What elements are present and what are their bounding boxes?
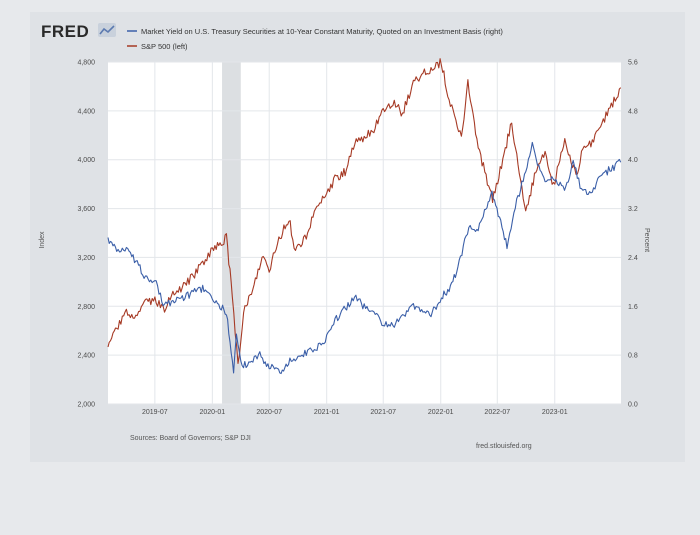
y-right-tick-label: 1.6	[628, 304, 638, 311]
series-layer	[107, 58, 622, 375]
y-right-tick-label: 0.8	[628, 353, 638, 360]
y-right-tick-label: 3.2	[628, 206, 638, 213]
y-right-tick-label: 4.0	[628, 157, 638, 164]
y-right-tick-label: 0.0	[628, 402, 638, 409]
y-left-tick-label: 2,000	[77, 402, 95, 409]
y-right-tick-label: 2.4	[628, 255, 638, 262]
legend-label-yield: Market Yield on U.S. Treasury Securities…	[141, 27, 503, 36]
x-tick-label: 2022-07	[484, 409, 510, 416]
recession-band	[222, 62, 241, 404]
x-tick-label: 2019-07	[142, 409, 168, 416]
y-axis-right-title: Percent	[643, 228, 650, 252]
y-left-tick-label: 3,200	[77, 255, 95, 262]
fred-logo: FRED	[41, 22, 116, 41]
x-tick-label: 2021-01	[314, 409, 340, 416]
recession-band-layer	[222, 62, 241, 404]
x-tick-label: 2020-01	[199, 409, 225, 416]
y-left-tick-label: 2,400	[77, 353, 95, 360]
x-tick-label: 2021-07	[370, 409, 396, 416]
legend-label-sp500: S&P 500 (left)	[141, 42, 188, 51]
y-right-tick-label: 4.8	[628, 108, 638, 115]
y-left-tick-label: 2,800	[77, 304, 95, 311]
y-left-tick-label: 4,000	[77, 157, 95, 164]
series-line-sp500	[107, 58, 622, 364]
sources-note: Sources: Board of Governors; S&P DJI	[130, 435, 251, 442]
y-left-tick-label: 4,800	[77, 60, 95, 67]
y-right-tick-label: 5.6	[628, 60, 638, 67]
x-tick-label: 2023-01	[542, 409, 568, 416]
y-left-tick-label: 4,400	[77, 108, 95, 115]
y-axis-left-title: Index	[39, 231, 46, 249]
fred-logo-chart-icon	[98, 23, 116, 37]
grid-lines	[108, 61, 621, 405]
series-line-treasury-yield	[107, 141, 622, 375]
fred-site-link[interactable]: fred.stlouisfed.org	[476, 443, 532, 450]
plot-area	[108, 62, 621, 404]
fred-logo-text: FRED	[41, 22, 89, 41]
x-tick-label: 2022-01	[428, 409, 454, 416]
axis-ticks: 2,000 0.0 2,400 0.8 2,800 1.6 3,200 2.4 3,600 3.2…	[77, 60, 637, 417]
legend: Market Yield on U.S. Treasury Securities…	[127, 27, 503, 51]
x-tick-label: 2020-07	[256, 409, 282, 416]
y-left-tick-label: 3,600	[77, 206, 95, 213]
